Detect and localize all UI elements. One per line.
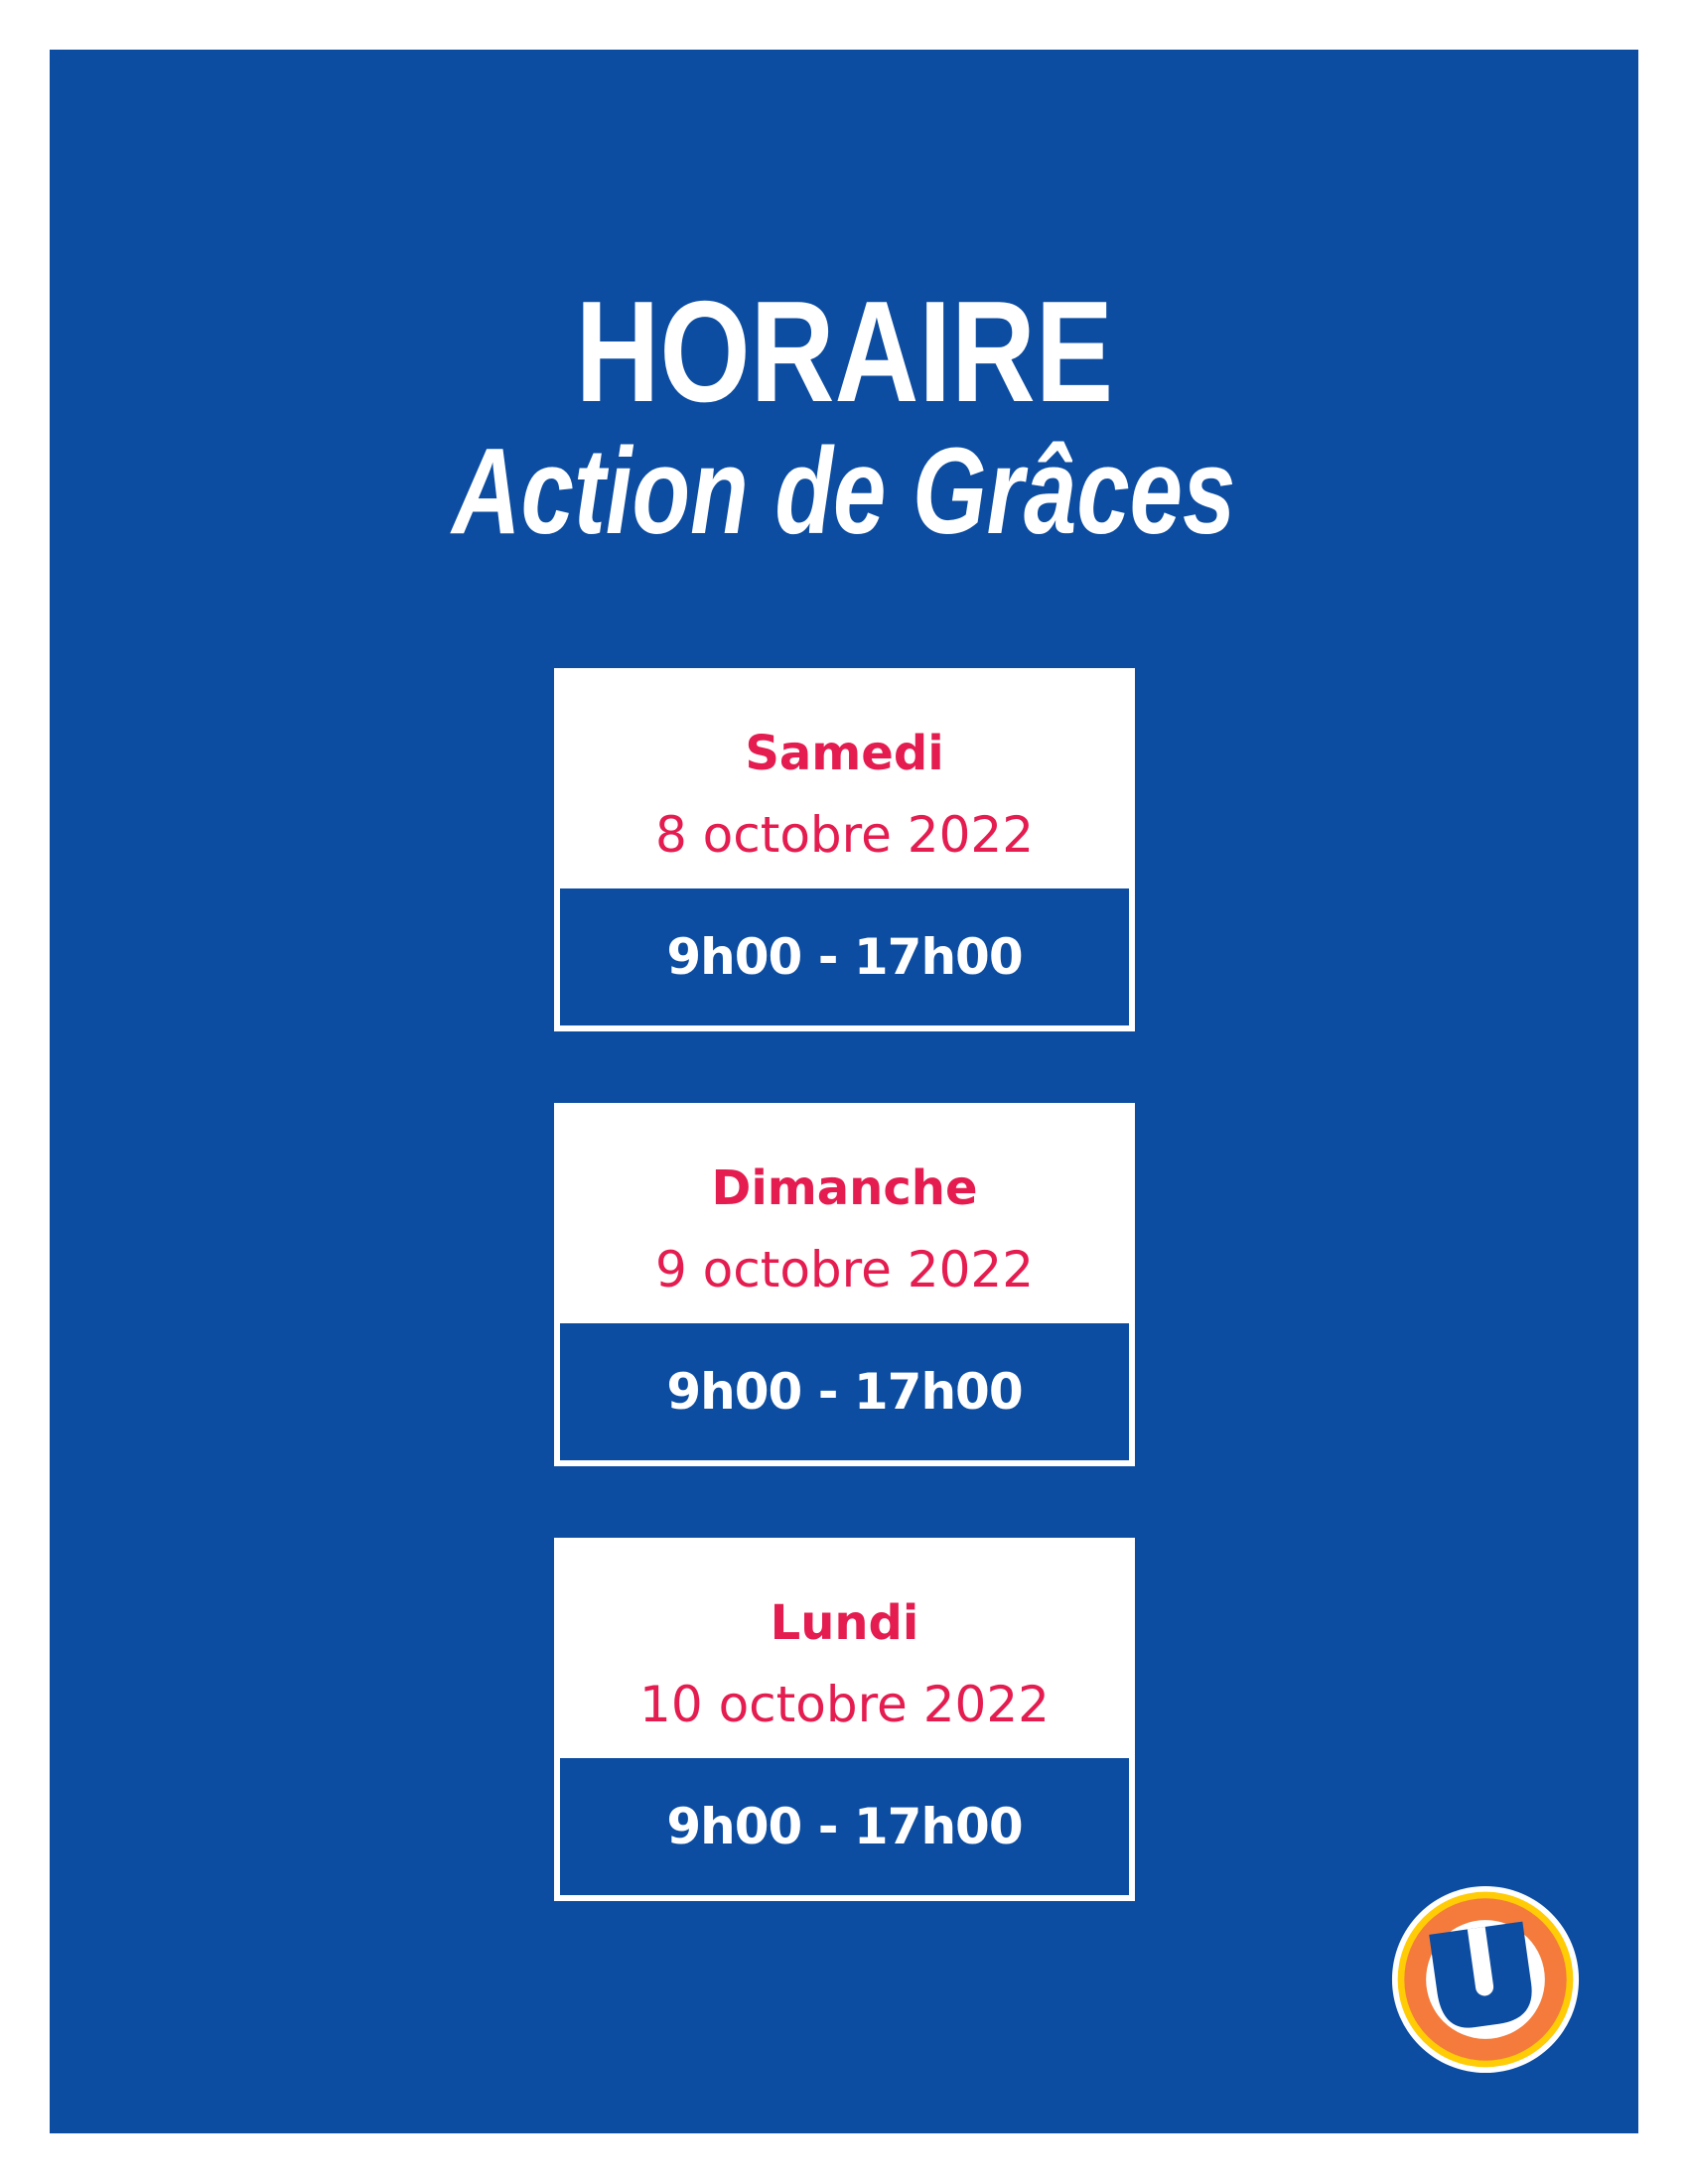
poster-subtitle: Action de Grâces <box>50 431 1638 553</box>
card-header: Samedi 8 octobre 2022 <box>554 668 1135 860</box>
card-hours-bar: 9h00 - 17h00 <box>560 1758 1129 1895</box>
card-hours-bar: 9h00 - 17h00 <box>560 888 1129 1025</box>
card-date-label: 10 octobre 2022 <box>639 1676 1050 1733</box>
card-day-label: Lundi <box>770 1595 919 1651</box>
uniprix-logo-icon <box>1391 1885 1580 2074</box>
card-hours-label: 9h00 - 17h00 <box>666 1363 1023 1421</box>
card-day-label: Dimanche <box>711 1160 978 1216</box>
poster-subtitle-text: Action de Grâces <box>452 424 1236 560</box>
schedule-card: Samedi 8 octobre 2022 9h00 - 17h00 <box>554 668 1135 1031</box>
poster-title-text: HORAIRE <box>575 271 1113 432</box>
card-header: Lundi 10 octobre 2022 <box>554 1538 1135 1729</box>
card-header: Dimanche 9 octobre 2022 <box>554 1103 1135 1295</box>
card-hours-label: 9h00 - 17h00 <box>666 928 1023 986</box>
card-date-label: 9 octobre 2022 <box>654 1241 1035 1298</box>
schedule-card-list: Samedi 8 octobre 2022 9h00 - 17h00 Diman… <box>554 668 1135 1901</box>
card-hours-bar: 9h00 - 17h00 <box>560 1323 1129 1460</box>
schedule-card: Lundi 10 octobre 2022 9h00 - 17h00 <box>554 1538 1135 1901</box>
blue-panel: HORAIRE Action de Grâces Samedi 8 octobr… <box>50 50 1638 2133</box>
card-date-label: 8 octobre 2022 <box>654 806 1035 864</box>
schedule-card: Dimanche 9 octobre 2022 9h00 - 17h00 <box>554 1103 1135 1466</box>
card-hours-label: 9h00 - 17h00 <box>666 1798 1023 1855</box>
uniprix-logo <box>1391 1885 1580 2074</box>
card-day-label: Samedi <box>745 726 944 781</box>
poster-title: HORAIRE <box>50 280 1638 424</box>
